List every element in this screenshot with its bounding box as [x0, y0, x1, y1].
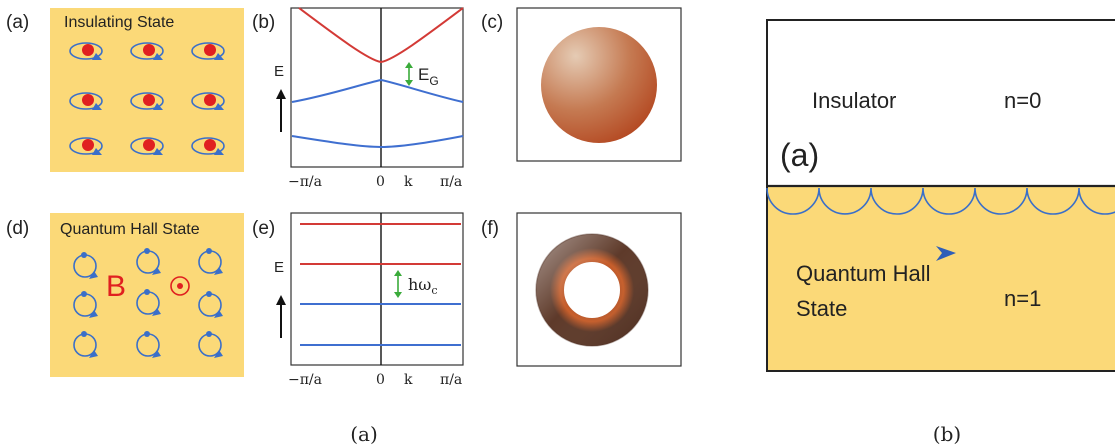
k-tick-minus-pi-b: −π/a	[288, 174, 322, 190]
double-arrow-icon	[405, 62, 413, 86]
insulator-text: Insulator	[812, 88, 896, 113]
electron-orbit	[130, 42, 164, 60]
skipping-orbits	[766, 187, 1115, 215]
edge-current-arrow-icon	[936, 246, 956, 261]
cyclotron-orbit	[136, 248, 161, 275]
panel-label-d: (d)	[6, 218, 29, 239]
band-structure-frame-b	[290, 7, 464, 168]
valence-band-lower	[291, 135, 464, 149]
up-arrow-icon	[276, 89, 286, 132]
cyclotron-orbit	[73, 331, 98, 358]
electron-dot	[204, 139, 216, 151]
magnetic-field-label: B	[106, 270, 126, 303]
electron-orbit	[191, 137, 225, 155]
gap-label: EG	[418, 65, 439, 88]
electron-dot	[204, 94, 216, 106]
k-tick-pi-b: π/a	[440, 174, 462, 190]
electron-dot	[204, 44, 216, 56]
qh-text-line1: Quantum Hall	[796, 261, 931, 286]
electron-dot	[143, 94, 155, 106]
panel-label-c: (c)	[481, 12, 503, 33]
cyclotron-orbit	[198, 331, 223, 358]
electron-orbit	[130, 137, 164, 155]
electron-dot	[143, 139, 155, 151]
panel-label-e: (e)	[252, 218, 275, 239]
electron-dot	[143, 44, 155, 56]
cyclotron-orbit-grid	[73, 248, 223, 358]
landau-frame-e	[290, 212, 464, 366]
qh-index: n=1	[1004, 286, 1041, 311]
panel-label-a: (a)	[6, 12, 29, 33]
cyclotron-orbit	[73, 252, 98, 279]
panel-label-f: (f)	[481, 218, 499, 239]
electron-orbit-grid	[69, 42, 225, 155]
electron-orbit	[69, 92, 103, 110]
k-tick-zero-b: 0	[376, 174, 385, 190]
cyclotron-orbit	[198, 248, 223, 275]
k-axis-label-b: k	[404, 174, 413, 190]
cyclotron-energy-label: hωc	[408, 275, 438, 297]
cyclotron-orbit	[136, 331, 161, 358]
k-tick-minus-pi-e: −π/a	[288, 372, 322, 388]
insulating-state-title: Insulating State	[64, 14, 174, 31]
cyclotron-orbit	[136, 289, 161, 316]
electron-orbit	[69, 137, 103, 155]
energy-axis-label-b: E	[274, 63, 284, 80]
caption-left: (a)	[350, 422, 378, 446]
qh-region	[767, 186, 1115, 371]
valence-band-upper	[291, 78, 464, 103]
up-arrow-icon	[276, 295, 286, 338]
sphere-shape	[541, 27, 657, 143]
energy-axis-label-e: E	[274, 259, 284, 276]
qh-text-line2: State	[796, 296, 847, 321]
electron-dot	[82, 94, 94, 106]
k-tick-zero-e: 0	[376, 372, 385, 388]
k-axis-label-e: k	[404, 372, 413, 388]
panel-label-b: (b)	[252, 12, 275, 33]
conduction-band	[298, 7, 464, 64]
electron-orbit	[191, 92, 225, 110]
quantum-hall-state-title: Quantum Hall State	[60, 221, 200, 238]
outer-frame	[766, 19, 1115, 372]
torus-shape	[535, 233, 649, 347]
insulator-index: n=0	[1004, 88, 1041, 113]
electron-orbit	[130, 92, 164, 110]
electron-dot	[82, 44, 94, 56]
k-tick-pi-e: π/a	[440, 372, 462, 388]
electron-orbit	[191, 42, 225, 60]
cyclotron-orbit	[73, 291, 98, 318]
electron-dot	[82, 139, 94, 151]
caption-right: (b)	[933, 422, 961, 446]
double-arrow-icon	[394, 270, 402, 298]
circle-dot-icon	[170, 276, 190, 296]
cyclotron-orbit	[198, 291, 223, 318]
electron-orbit	[69, 42, 103, 60]
right-panel-label: (a)	[780, 137, 819, 173]
